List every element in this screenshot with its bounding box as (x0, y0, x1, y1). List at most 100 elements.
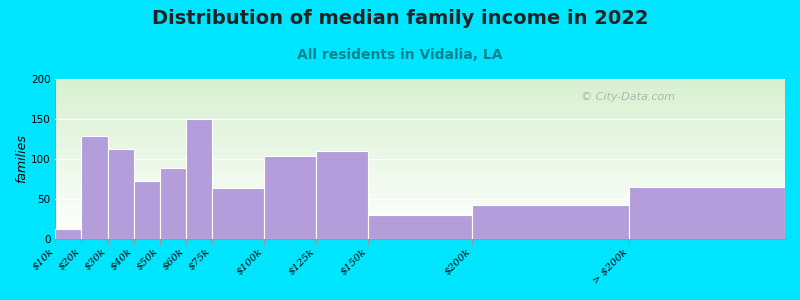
Bar (55, 79, 785, 80)
Bar (55, 81, 785, 82)
Bar (55, 143, 785, 144)
Bar (55, 202, 785, 203)
Bar (55, 216, 785, 217)
Bar (55, 174, 785, 175)
Bar (55, 121, 785, 122)
Bar (55, 217, 785, 218)
Bar (55, 86, 785, 87)
Bar (55, 100, 785, 101)
Bar (55, 177, 785, 178)
Bar (55, 184, 785, 185)
Bar (55, 161, 785, 162)
Bar (55, 224, 785, 225)
Bar (55, 194, 785, 195)
Bar (55, 157, 785, 158)
Bar (55, 195, 785, 196)
Bar (55, 191, 785, 192)
Bar (55, 197, 785, 198)
Bar (55, 118, 785, 119)
Bar (55, 160, 785, 161)
Bar (55, 211, 785, 212)
Bar (55, 159, 785, 160)
Bar (55, 218, 785, 219)
Bar (55, 138, 785, 139)
Bar (55, 226, 785, 227)
Bar (55, 228, 785, 229)
Bar (55, 155, 785, 156)
Bar (55, 237, 785, 238)
Bar (55, 80, 785, 81)
Bar (55, 220, 785, 221)
Bar (55, 130, 785, 131)
Bar (55, 136, 785, 137)
Bar (264, 156, 316, 239)
Bar (55, 89, 785, 90)
Bar (55, 140, 785, 141)
Bar (55, 146, 785, 147)
Bar (55, 84, 785, 85)
Bar (55, 176, 785, 177)
Bar (55, 154, 785, 155)
Bar (55, 142, 785, 143)
Bar (55, 96, 785, 97)
Bar (55, 170, 785, 171)
Bar (55, 203, 785, 204)
Bar (55, 115, 785, 116)
Bar (55, 131, 785, 132)
Bar (55, 127, 785, 128)
Bar (55, 120, 785, 121)
Bar (55, 225, 785, 226)
Bar (55, 106, 785, 107)
Bar (55, 190, 785, 191)
Bar (55, 110, 785, 111)
Bar (55, 231, 785, 232)
Bar (55, 186, 785, 187)
Bar (55, 209, 785, 210)
Bar (55, 116, 785, 117)
Bar (55, 108, 785, 109)
Bar (55, 162, 785, 163)
Bar (55, 92, 785, 93)
Y-axis label: families: families (15, 134, 28, 183)
Bar (55, 147, 785, 148)
Bar (368, 215, 472, 239)
Bar (134, 181, 160, 239)
Bar (55, 111, 785, 112)
Bar (55, 137, 785, 138)
Bar (55, 210, 785, 211)
Bar (55, 87, 785, 88)
Bar (55, 85, 785, 86)
Bar (55, 213, 785, 214)
Bar (55, 126, 785, 127)
Text: All residents in Vidalia, LA: All residents in Vidalia, LA (298, 48, 502, 62)
Bar (55, 235, 785, 236)
Bar (55, 167, 785, 168)
Bar (55, 188, 785, 189)
Bar (55, 93, 785, 94)
Bar (55, 117, 785, 118)
Bar (55, 189, 785, 190)
Bar (55, 104, 785, 105)
Bar (55, 173, 785, 174)
Bar (55, 207, 785, 208)
Bar (55, 205, 785, 206)
Bar (55, 198, 785, 199)
Text: Distribution of median family income in 2022: Distribution of median family income in … (152, 9, 648, 28)
Bar (55, 129, 785, 130)
Bar (55, 171, 785, 172)
Bar (55, 166, 785, 167)
Bar (55, 227, 785, 228)
Bar (55, 200, 785, 201)
Bar (55, 105, 785, 106)
Bar (55, 95, 785, 96)
Bar (55, 107, 785, 108)
Bar (55, 158, 785, 159)
Bar (55, 215, 785, 216)
Bar (55, 88, 785, 89)
Bar (55, 222, 785, 223)
Bar (55, 172, 785, 173)
Bar (55, 156, 785, 157)
Bar (55, 83, 785, 84)
Bar (55, 163, 785, 164)
Bar (55, 229, 82, 239)
